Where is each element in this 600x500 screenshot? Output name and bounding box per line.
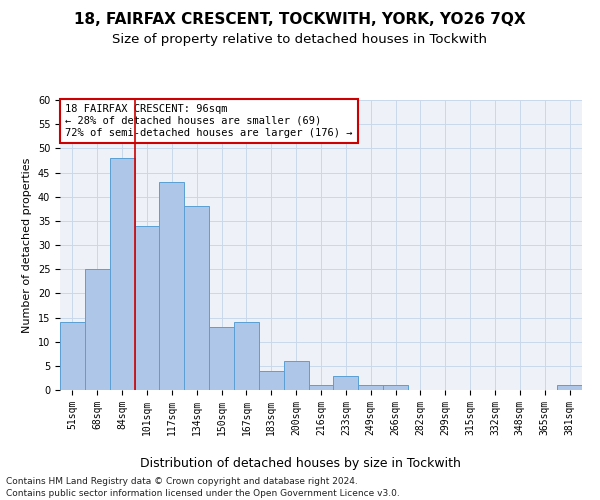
Bar: [60, 322, 85, 390]
Text: 18, FAIRFAX CRESCENT, TOCKWITH, YORK, YO26 7QX: 18, FAIRFAX CRESCENT, TOCKWITH, YORK, YO…: [74, 12, 526, 28]
Bar: [284, 361, 308, 390]
Bar: [110, 158, 134, 390]
Text: 18 FAIRFAX CRESCENT: 96sqm
← 28% of detached houses are smaller (69)
72% of semi: 18 FAIRFAX CRESCENT: 96sqm ← 28% of deta…: [65, 104, 353, 138]
Bar: [160, 182, 184, 390]
Text: Contains public sector information licensed under the Open Government Licence v3: Contains public sector information licen…: [6, 489, 400, 498]
Bar: [134, 226, 160, 390]
Y-axis label: Number of detached properties: Number of detached properties: [22, 158, 32, 332]
Bar: [209, 327, 234, 390]
Bar: [358, 385, 383, 390]
Bar: [557, 385, 582, 390]
Bar: [383, 385, 408, 390]
Text: Contains HM Land Registry data © Crown copyright and database right 2024.: Contains HM Land Registry data © Crown c…: [6, 478, 358, 486]
Bar: [259, 370, 284, 390]
Bar: [334, 376, 358, 390]
Text: Size of property relative to detached houses in Tockwith: Size of property relative to detached ho…: [113, 32, 487, 46]
Bar: [184, 206, 209, 390]
Bar: [308, 385, 334, 390]
Text: Distribution of detached houses by size in Tockwith: Distribution of detached houses by size …: [140, 458, 460, 470]
Bar: [85, 269, 110, 390]
Bar: [234, 322, 259, 390]
